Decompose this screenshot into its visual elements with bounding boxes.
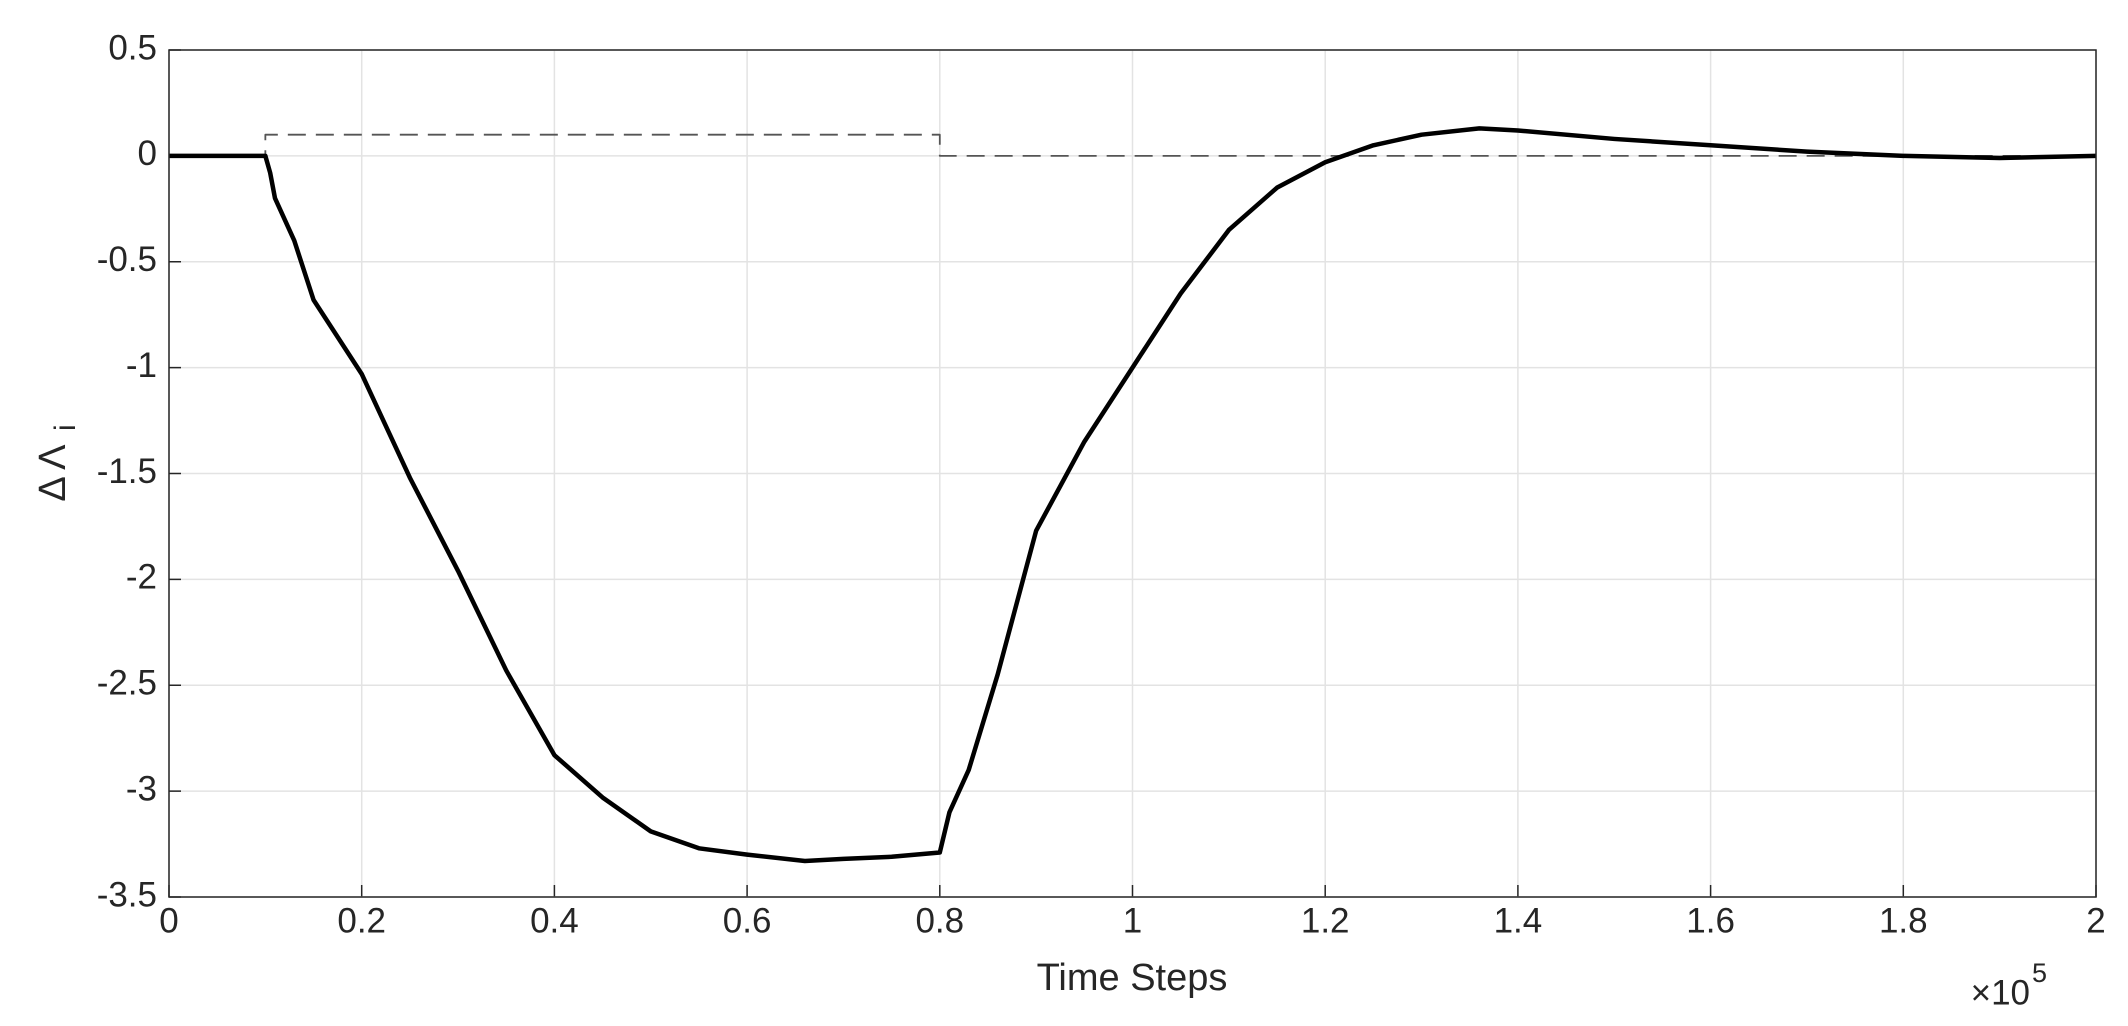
- x-tick-label: 0.4: [530, 901, 579, 940]
- y-tick-label: -2: [126, 558, 157, 597]
- x-tick-label: 0: [159, 901, 178, 940]
- x-tick-label: 0.2: [337, 901, 386, 940]
- response-line: [169, 126, 2097, 864]
- labels: Time Steps Δ Λ i ×10 5 0 0.2 0.4 0.6 0.8 1 1.2…: [32, 28, 2106, 1012]
- x-tick-label: 2: [2086, 901, 2105, 940]
- x-tick-label: 1.6: [1686, 901, 1735, 940]
- x-tick-label: 0.6: [723, 901, 772, 940]
- plot-lines: [169, 126, 2097, 864]
- x-tick-label: 1.8: [1879, 901, 1928, 940]
- y-tick-label: -3.5: [97, 875, 157, 914]
- y-tick-label: -3: [126, 769, 157, 808]
- x-tick-label: 1: [1123, 901, 1142, 940]
- axes-box: [168, 49, 2097, 898]
- y-tick-label: -0.5: [97, 240, 157, 279]
- x-axis-label: Time Steps: [1037, 957, 1228, 999]
- y-tick-label: -1.5: [97, 452, 157, 491]
- reference-line: [169, 133, 2096, 157]
- y-tick-label: 0.5: [108, 28, 157, 67]
- y-tick-label: 0: [138, 134, 157, 173]
- y-axis-label-group: Δ Λ i: [32, 424, 82, 501]
- x-multiplier: ×10: [1971, 973, 2030, 1012]
- y-axis-label: Δ Λ: [32, 444, 74, 502]
- y-tick-label: -1: [126, 346, 157, 385]
- y-tick-label: -2.5: [97, 664, 157, 703]
- y-axis-label-subscript: i: [49, 424, 82, 431]
- x-multiplier-exponent: 5: [2032, 958, 2047, 988]
- x-tick-label: 1.4: [1494, 901, 1543, 940]
- x-tick-label: 0.8: [915, 901, 964, 940]
- x-tick-label: 1.2: [1301, 901, 1350, 940]
